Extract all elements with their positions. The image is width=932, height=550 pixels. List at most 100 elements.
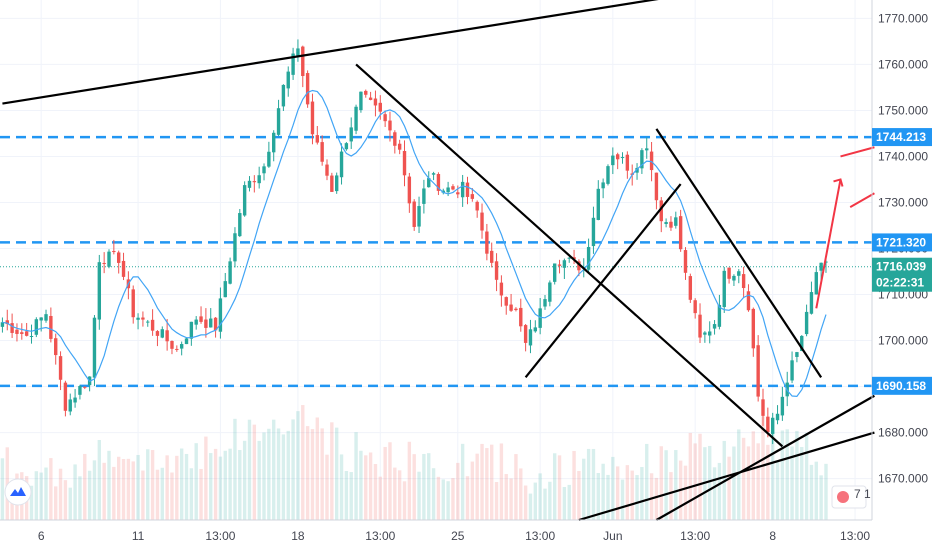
candle-body (586, 247, 591, 270)
candle-body (727, 267, 731, 279)
candle-body (0, 322, 5, 327)
candle-body (761, 399, 765, 416)
volume-bar (184, 453, 189, 520)
trendline-falling-line-right[interactable] (655, 128, 823, 378)
candle-body (54, 338, 58, 356)
volume-bar (548, 481, 552, 520)
candle-body (34, 319, 39, 335)
volume-bar (54, 486, 58, 520)
trendline-rising-support-steep[interactable] (655, 394, 875, 521)
candle-body (107, 251, 111, 267)
volume-bar (397, 470, 402, 520)
candle-body (509, 304, 513, 311)
volume-bar (262, 432, 266, 520)
volume-bar (402, 481, 407, 520)
candle-body (649, 151, 654, 171)
candle-body (417, 206, 421, 227)
candle-body (257, 175, 261, 184)
volume-bar (795, 430, 799, 520)
volume-bar (814, 461, 818, 520)
volume-bar (388, 442, 392, 520)
candle-body (330, 175, 334, 192)
volume-bar (116, 456, 121, 520)
current-price-label: 1716.039 (876, 260, 926, 274)
candle-body (548, 282, 552, 302)
x-tick-label: 6 (38, 529, 45, 543)
volume-bar (766, 444, 770, 520)
candle-body (49, 315, 53, 339)
candle-body (141, 317, 145, 320)
volume-bar (528, 493, 533, 520)
candle-body (804, 311, 809, 335)
volume-bar (5, 447, 9, 520)
projection-arrows[interactable] (815, 146, 875, 309)
projection-main-line[interactable] (815, 179, 842, 309)
candle-body (267, 151, 271, 167)
volume-bar (519, 468, 523, 520)
volume-bar (102, 462, 106, 520)
volume-bar (567, 484, 571, 520)
projection-upper-line[interactable] (840, 146, 875, 158)
volume-bar (276, 428, 281, 520)
volume-bar (218, 456, 223, 520)
volume-bar (126, 458, 131, 520)
volume-bar (68, 487, 72, 520)
candle-body (528, 329, 533, 346)
trendline-rising-support-low[interactable] (578, 431, 875, 522)
candle-body (349, 127, 353, 142)
volume-bar (557, 455, 562, 520)
candle-body (165, 330, 169, 342)
candle-body (819, 262, 823, 271)
candle-body (698, 314, 702, 338)
candle-body (116, 252, 121, 263)
candle-body (296, 48, 300, 57)
volume-bar (785, 429, 789, 520)
volume-bar (301, 405, 305, 520)
candle-body (737, 271, 741, 276)
y-tick-label: 1750.000 (878, 103, 928, 117)
candle-body (514, 308, 518, 311)
trendline-falling-wedge-upper[interactable] (355, 63, 784, 448)
volume-bar (693, 443, 697, 520)
candle-body (640, 150, 644, 169)
volume-bar (582, 458, 586, 520)
candle-body (233, 233, 237, 262)
tradingview-logo-icon[interactable] (4, 478, 32, 506)
volume-bar (393, 467, 397, 520)
projection-lower-line[interactable] (849, 192, 875, 208)
volume-bar (131, 461, 135, 520)
volume-bar (751, 431, 756, 520)
volume-bar (688, 432, 693, 520)
flag-badge[interactable]: 7 1 (831, 485, 871, 509)
volume-bar (499, 443, 504, 520)
candle-body (121, 260, 126, 277)
candles (0, 39, 828, 445)
candle-body (615, 154, 620, 160)
level-badge-label: 1690.158 (876, 379, 926, 393)
volume-bar (470, 461, 475, 520)
volume-bar (150, 450, 155, 520)
candle-body (175, 348, 179, 350)
y-tick-label: 1760.000 (878, 57, 928, 71)
candle-body (751, 308, 756, 349)
countdown-label: 02:22:31 (876, 276, 924, 290)
candle-body (388, 120, 392, 131)
candle-body (465, 182, 470, 197)
volume-bar (310, 429, 315, 520)
volume-bar (378, 476, 382, 520)
trendlines[interactable] (2, 0, 875, 522)
candle-body (39, 317, 43, 321)
volume-bar (417, 471, 421, 520)
time-axis[interactable]: 6 11 13:00 18 13:00 25 13:00 Jun 13:00 8 13:00 (38, 529, 871, 543)
level-badge (872, 376, 932, 395)
volume-bar (712, 467, 717, 520)
volume-bar (233, 418, 237, 520)
trendline-upper-channel[interactable] (2, 0, 680, 105)
candle-body (199, 316, 203, 322)
trendline-rising-line-left[interactable] (524, 183, 682, 379)
candle-body (688, 276, 693, 300)
candle-body (325, 164, 329, 176)
volume-bar (490, 444, 494, 520)
x-tick-label: 13:00 (680, 529, 710, 543)
